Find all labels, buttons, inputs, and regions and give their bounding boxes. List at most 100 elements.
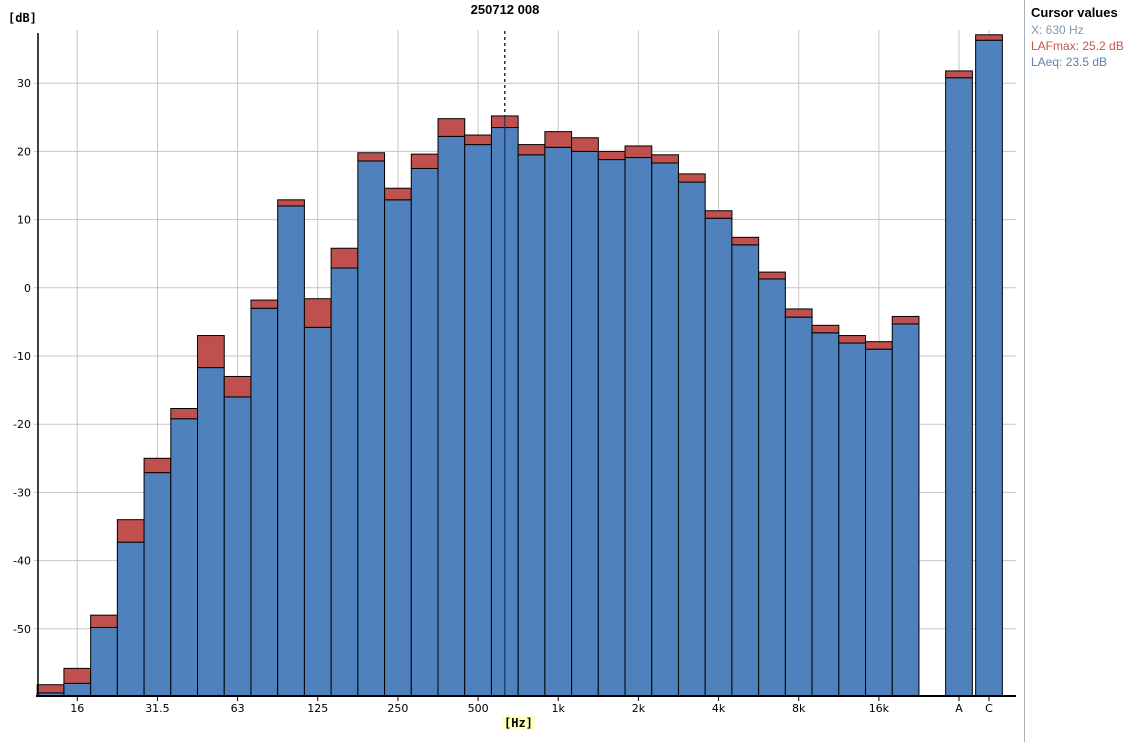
lafmax-bar-2k[interactable] xyxy=(624,145,653,159)
lafmax-bar-20k[interactable] xyxy=(891,315,920,325)
lafmax-bar-500[interactable] xyxy=(464,134,492,146)
laeq-bar-12.5k[interactable] xyxy=(838,342,867,697)
laeq-bar-250[interactable] xyxy=(384,199,412,697)
lafmax-bar-2.5k[interactable] xyxy=(651,154,679,164)
y-tick-label-30: 30 xyxy=(17,77,31,90)
x-tick-label-C: C xyxy=(985,702,993,715)
laeq-bar-10k[interactable] xyxy=(811,332,840,697)
laeq-bar-63[interactable] xyxy=(223,396,252,697)
laeq-bar-31.5[interactable] xyxy=(143,472,172,697)
cursor-laeq-value: LAeq: 23.5 dB xyxy=(1031,55,1108,69)
lafmax-bar-200[interactable] xyxy=(357,152,386,162)
lafmax-bar-250[interactable] xyxy=(384,187,412,201)
laeq-bar-1.6k[interactable] xyxy=(597,159,626,697)
lafmax-bar-12.5k[interactable] xyxy=(838,335,867,344)
y-tick-label-10: 10 xyxy=(17,214,31,227)
laeq-bar-100[interactable] xyxy=(277,205,305,697)
cursor-panel-heading: Cursor values xyxy=(1031,5,1118,20)
laeq-bar-200[interactable] xyxy=(357,160,386,697)
lafmax-bar-8k[interactable] xyxy=(784,308,813,318)
laeq-bar-6.3k[interactable] xyxy=(758,278,786,697)
laeq-bar-3.15k[interactable] xyxy=(677,181,706,697)
x-axis-unit-label: [Hz] xyxy=(502,716,535,730)
lafmax-bar-1.25k[interactable] xyxy=(571,137,599,152)
lafmax-bar-160[interactable] xyxy=(330,247,359,269)
lafmax-bar-400[interactable] xyxy=(437,118,466,137)
y-tick-label--10: -10 xyxy=(13,350,31,363)
cursor-x-value: X: 630 Hz xyxy=(1031,23,1084,37)
lafmax-bar-50[interactable] xyxy=(197,335,225,369)
x-tick-label-31.5: 31.5 xyxy=(145,702,170,715)
lafmax-bar-315[interactable] xyxy=(410,153,439,169)
lafmax-bar-C[interactable] xyxy=(975,34,1003,41)
lafmax-bar-80[interactable] xyxy=(250,299,279,309)
laeq-bar-16[interactable] xyxy=(63,682,92,697)
lafmax-bar-5k[interactable] xyxy=(731,236,760,246)
laeq-bar-125[interactable] xyxy=(303,326,332,697)
lafmax-bar-12.5[interactable] xyxy=(36,684,65,694)
laeq-bar-1.25k[interactable] xyxy=(571,150,599,697)
y-tick-label--20: -20 xyxy=(13,418,31,431)
lafmax-bar-10k[interactable] xyxy=(811,324,840,334)
lafmax-bar-6.3k[interactable] xyxy=(758,271,786,280)
x-tick-label-500: 500 xyxy=(468,702,489,715)
y-tick-label--40: -40 xyxy=(13,555,31,568)
x-tick-label-4k: 4k xyxy=(712,702,726,715)
y-tick-label-20: 20 xyxy=(17,145,31,158)
x-tick-label-1k: 1k xyxy=(552,702,566,715)
laeq-bar-4k[interactable] xyxy=(704,217,733,697)
spectrum-plot[interactable]: 30 20 10 0 -10 -20 -30 -40 -50 16 31.5 63 125 250 500 1… xyxy=(0,0,1024,742)
x-tick-label-16: 16 xyxy=(70,702,84,715)
laeq-bar-20k[interactable] xyxy=(891,323,920,697)
laeq-bar-400[interactable] xyxy=(437,135,466,697)
laeq-bar-C[interactable] xyxy=(975,39,1003,697)
y-tick-label--50: -50 xyxy=(13,623,31,636)
x-tick-label-A: A xyxy=(955,702,963,715)
lafmax-bar-100[interactable] xyxy=(277,199,305,207)
lafmax-bar-1.6k[interactable] xyxy=(597,150,626,161)
laeq-bar-160[interactable] xyxy=(330,267,359,697)
laeq-bar-5k[interactable] xyxy=(731,244,760,697)
lafmax-bar-4k[interactable] xyxy=(704,210,733,219)
laeq-bar-500[interactable] xyxy=(464,144,492,697)
laeq-bar-1k[interactable] xyxy=(544,146,573,697)
cursor-values-panel: Cursor values X: 630 Hz LAFmax: 25.2 dB … xyxy=(1031,5,1137,70)
laeq-bar-20[interactable] xyxy=(90,626,118,697)
lafmax-bar-40[interactable] xyxy=(170,408,199,420)
lafmax-bar-800[interactable] xyxy=(517,144,546,156)
lafmax-bar-20[interactable] xyxy=(90,614,118,628)
lafmax-bar-16k[interactable] xyxy=(865,341,893,350)
laeq-bar-A[interactable] xyxy=(945,77,973,697)
laeq-bar-800[interactable] xyxy=(517,154,546,697)
lafmax-bar-3.15k[interactable] xyxy=(677,173,706,183)
y-tick-label-0: 0 xyxy=(24,282,31,295)
lafmax-bar-31.5[interactable] xyxy=(143,457,172,474)
x-tick-label-16k: 16k xyxy=(869,702,890,715)
laeq-bar-315[interactable] xyxy=(410,167,439,697)
laeq-bar-2k[interactable] xyxy=(624,157,653,697)
lafmax-bar-125[interactable] xyxy=(303,298,332,328)
lafmax-bar-63[interactable] xyxy=(223,375,252,398)
x-tick-label-8k: 8k xyxy=(792,702,806,715)
laeq-bar-40[interactable] xyxy=(170,418,199,697)
laeq-bar-50[interactable] xyxy=(197,367,225,697)
x-tick-label-250: 250 xyxy=(387,702,408,715)
cursor-lafmax-value: LAFmax: 25.2 dB xyxy=(1031,39,1124,53)
y-axis-unit-label: [dB] xyxy=(8,11,37,25)
laeq-bar-16k[interactable] xyxy=(865,348,893,697)
lafmax-bar-A[interactable] xyxy=(945,70,973,79)
lafmax-bar-1k[interactable] xyxy=(544,131,573,148)
lafmax-bar-16[interactable] xyxy=(63,667,92,684)
chart-title: 250712 008 xyxy=(470,2,540,17)
x-tick-label-2k: 2k xyxy=(632,702,646,715)
laeq-bar-2.5k[interactable] xyxy=(651,162,679,697)
panel-divider xyxy=(1024,0,1025,742)
laeq-bar-25[interactable] xyxy=(116,541,145,697)
laeq-bar-80[interactable] xyxy=(250,307,279,697)
x-tick-label-63: 63 xyxy=(231,702,245,715)
y-tick-label--30: -30 xyxy=(13,486,31,499)
x-tick-label-125: 125 xyxy=(307,702,328,715)
lafmax-bar-25[interactable] xyxy=(116,519,145,543)
laeq-bar-8k[interactable] xyxy=(784,316,813,697)
